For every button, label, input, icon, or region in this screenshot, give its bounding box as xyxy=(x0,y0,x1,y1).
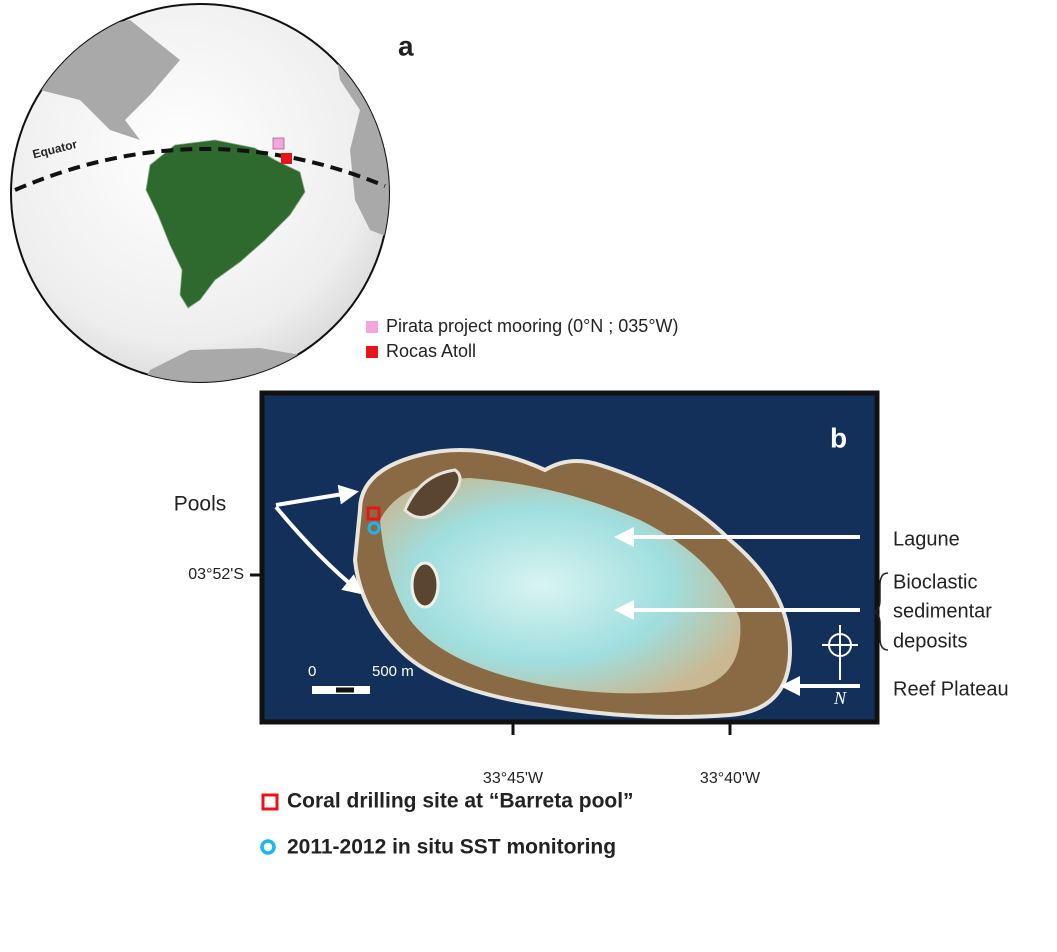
longitude-label: 33°40'W xyxy=(700,770,761,787)
panel-label: b xyxy=(830,422,847,453)
arrows xyxy=(274,484,860,696)
legend-label: Pirata project mooring (0°N ; 035°W) xyxy=(386,316,679,336)
legend-symbol xyxy=(261,793,279,811)
annotation: Lagune xyxy=(893,528,960,550)
legend-label: Rocas Atoll xyxy=(386,341,476,361)
legend-symbol xyxy=(366,346,378,358)
legend-label: Coral drilling site at “Barreta pool” xyxy=(287,790,634,813)
legend-symbol xyxy=(366,321,378,333)
legend: Pirata project mooring (0°N ; 035°W) Roca… xyxy=(366,316,679,361)
longitude-label: 33°45'W xyxy=(483,770,544,787)
legend-symbol xyxy=(260,839,276,855)
satellite-image xyxy=(259,390,880,725)
annotation: sedimentar xyxy=(893,600,992,622)
latitude-label: 03°52'S xyxy=(188,566,244,583)
legend-label: 2011-2012 in situ SST monitoring xyxy=(287,836,616,859)
panel-label: a xyxy=(398,30,414,61)
annotation: Bioclastic xyxy=(893,571,977,593)
pools-label: Pools xyxy=(174,493,227,516)
annotation: Reef Plateau xyxy=(893,678,1009,700)
globe: Equator xyxy=(10,3,390,383)
annotation: deposits xyxy=(893,630,968,652)
scale-label: 500 m xyxy=(372,663,414,680)
scale-label: 0 xyxy=(308,663,316,680)
north-label: N xyxy=(833,688,847,708)
